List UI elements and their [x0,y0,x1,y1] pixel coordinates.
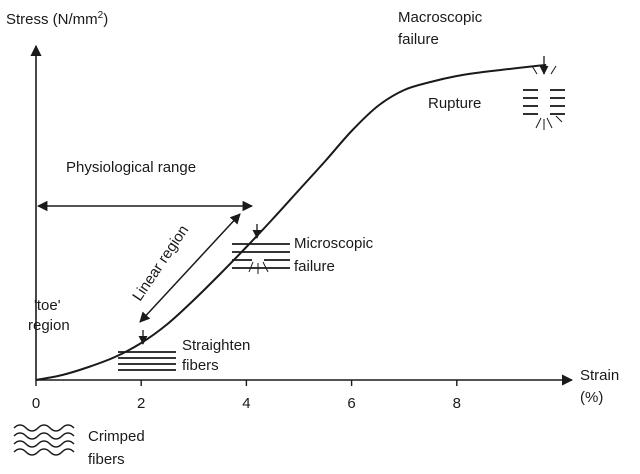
toe-region-label-line1: 'toe' [34,297,61,314]
rupture-icon [523,56,565,130]
x-tick-label: 0 [32,395,40,412]
microscopic-failure-label-line1: Microscopic [294,235,374,252]
x-axis-unit: (%) [580,389,603,406]
x-tick-label: 6 [347,395,355,412]
linear-region-arrow [139,213,241,323]
crimped-fibers-label-line2: fibers [88,451,125,468]
stress-strain-curve [35,64,547,381]
microscopic-failure-icon [232,224,290,274]
x-tick-label: 2 [137,395,145,412]
macroscopic-failure-label-line2: failure [398,31,439,48]
crimped-fibers-label-line1: Crimped [88,428,145,445]
y-axis-label: Stress (N/mm2) [6,10,108,28]
straighten-fibers-icon [118,330,176,371]
straighten-fibers-label-line1: Straighten [182,337,250,354]
macroscopic-failure-label-line1: Macroscopic [398,9,483,26]
rupture-label: Rupture [428,95,481,112]
x-tick-label: 4 [242,395,250,412]
x-ticks: 0 2 4 6 8 [32,380,461,412]
toe-region-label-line2: region [28,317,70,334]
crimped-fibers-icon [13,424,75,456]
straighten-fibers-label-line2: fibers [182,357,219,374]
x-axis-label: Strain [580,367,619,384]
linear-region-label: Linear region [129,222,192,304]
physiological-range-label: Physiological range [66,159,196,176]
microscopic-failure-label-line2: failure [294,258,335,275]
x-tick-label: 8 [453,395,461,412]
